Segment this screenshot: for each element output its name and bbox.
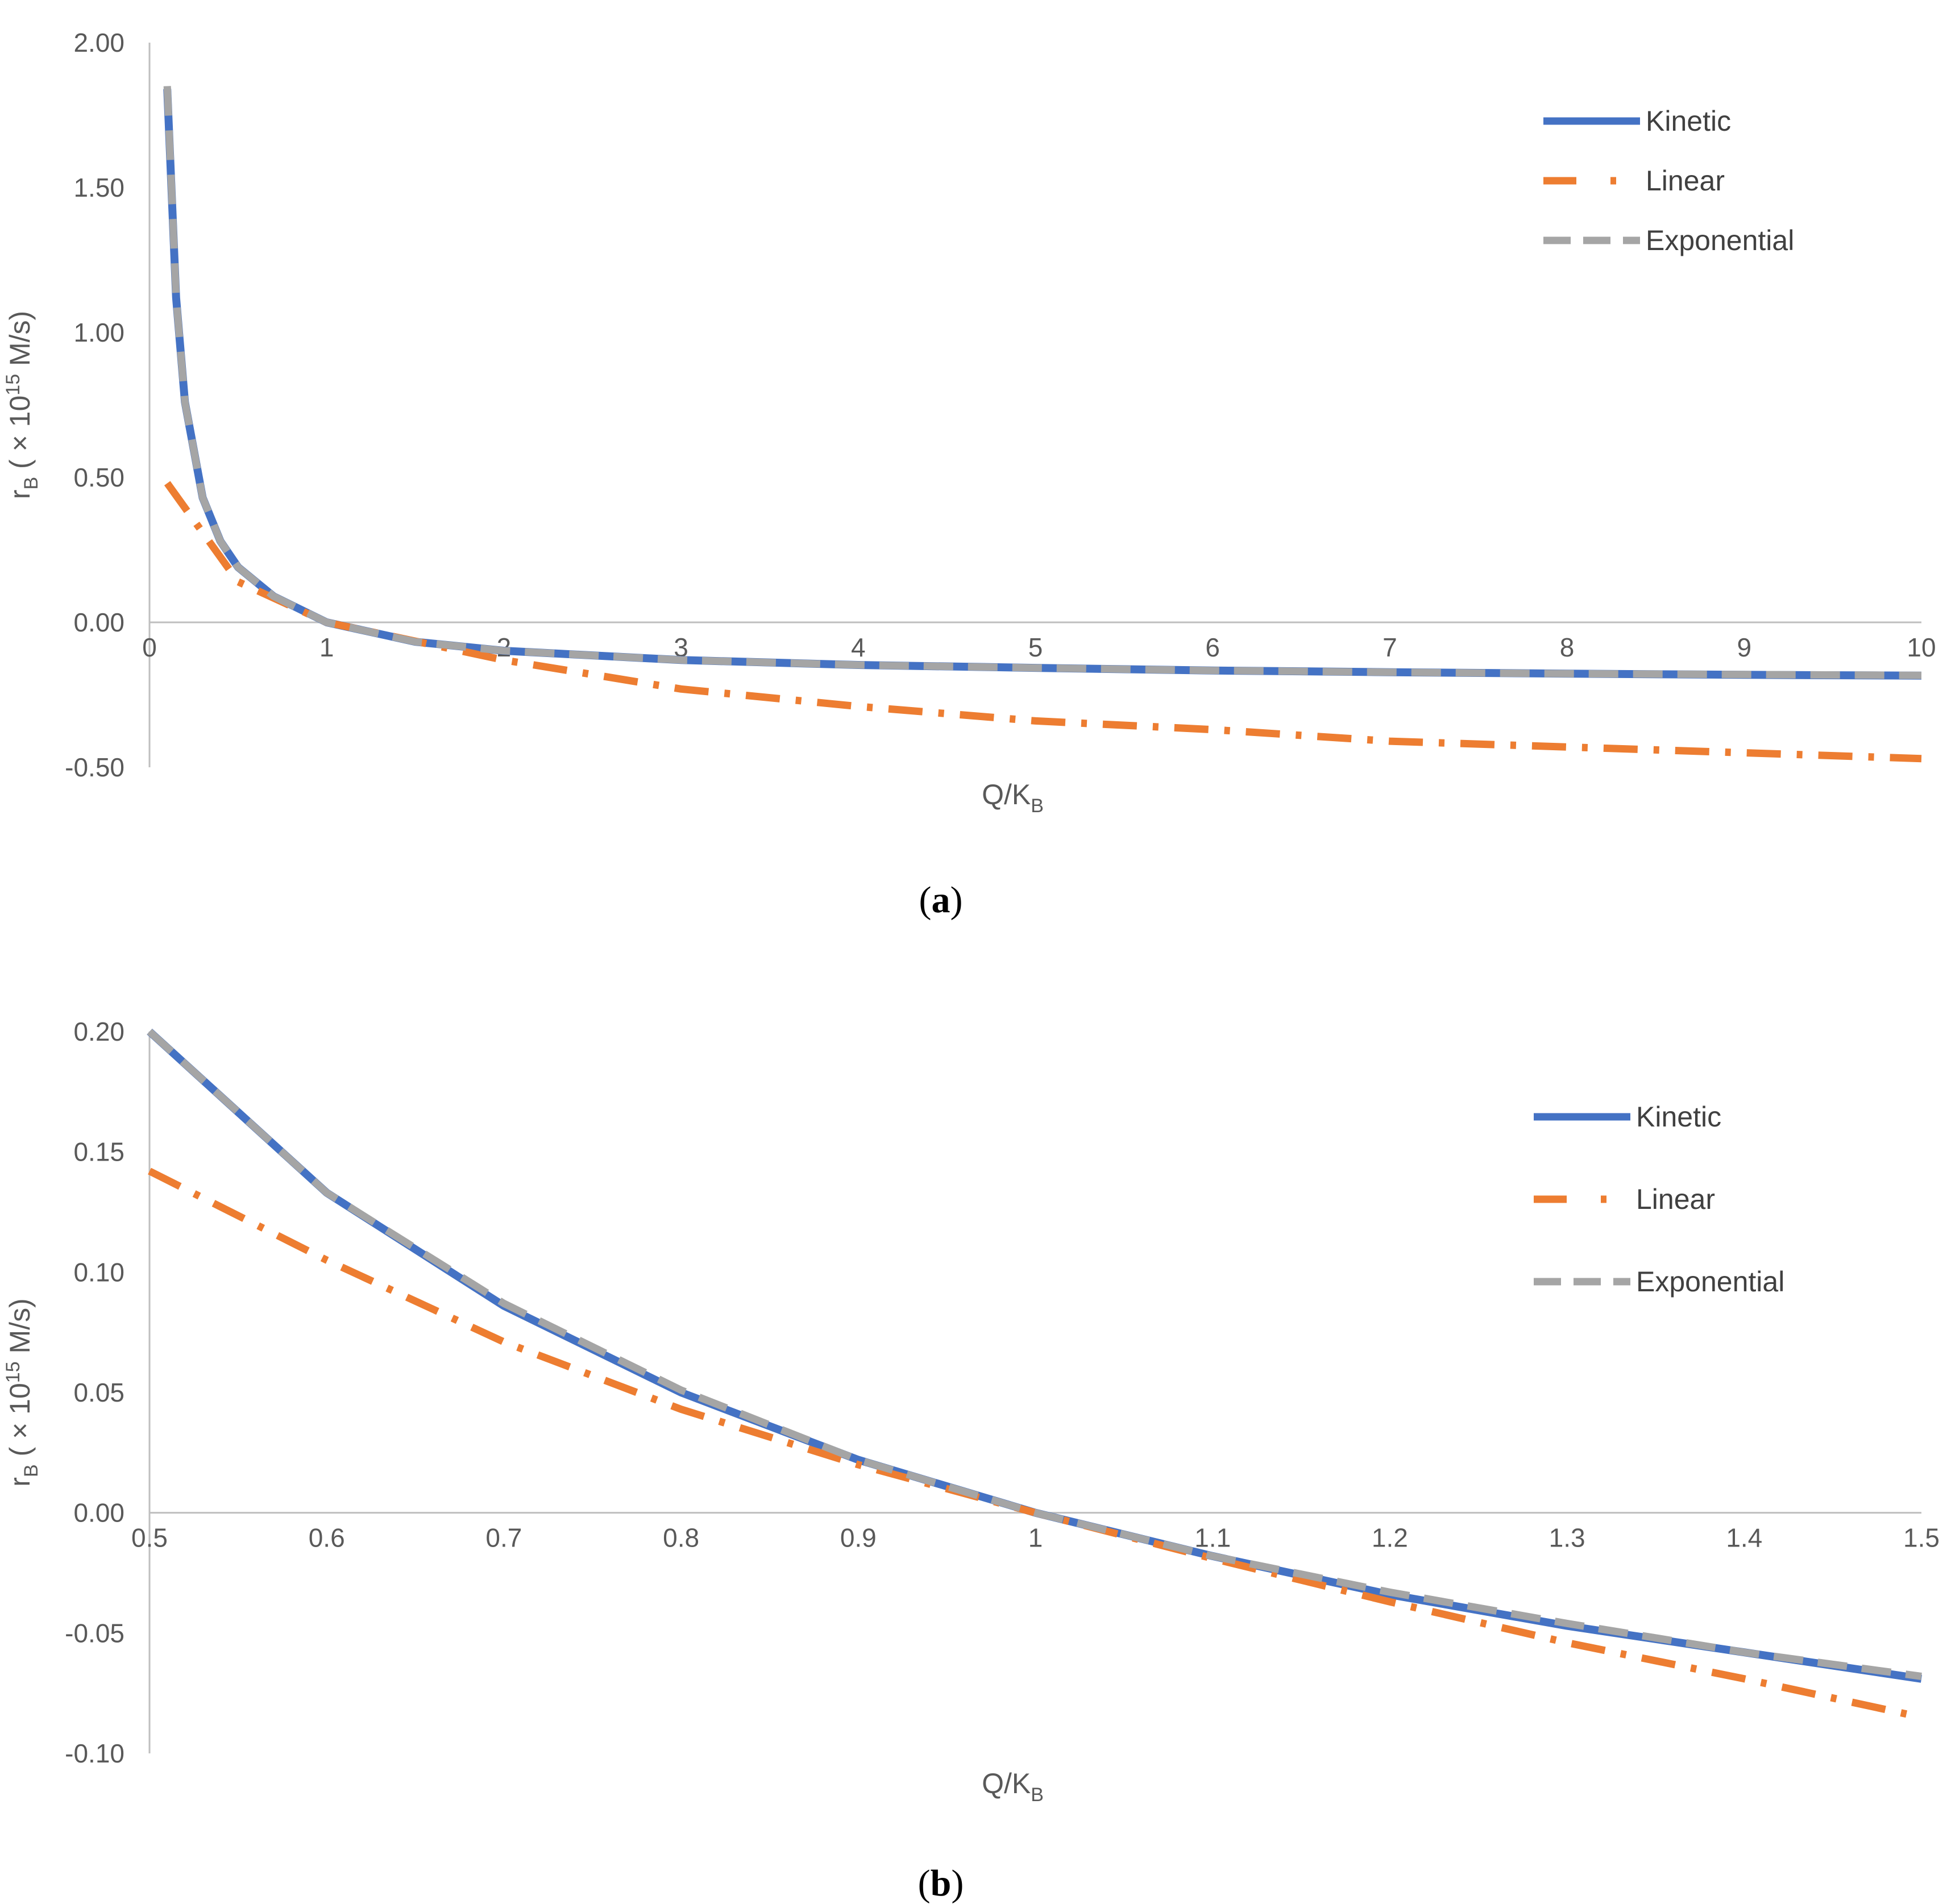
- series-line-linear: [164, 481, 1922, 763]
- x-tick-label: 1: [319, 633, 334, 662]
- x-tick-label: 7: [1383, 633, 1397, 662]
- y-tick-label: 0.10: [73, 1257, 124, 1287]
- caption-b: (b): [918, 1863, 964, 1904]
- x-tick-label: 8: [1560, 633, 1575, 662]
- y-tick-label: 1.50: [73, 173, 124, 202]
- x-tick-label: 1.1: [1194, 1523, 1231, 1553]
- x-tick-label: 1.4: [1726, 1523, 1762, 1553]
- chart-b: 0.20 0.15 0.10 0.05 0.00 -0.05 -0.10 0.5 0.6 0.7 0…: [2, 1017, 1940, 1904]
- x-tick-label: 0.8: [663, 1523, 699, 1553]
- legend-label-exponential: Exponential: [1646, 225, 1794, 256]
- y-tick-label: 0.00: [73, 1498, 124, 1528]
- y-axis-title: rB ( × 1015 M/s): [2, 1298, 42, 1486]
- y-axis-title: rB ( × 1015 M/s): [2, 311, 42, 499]
- x-tick-label: 0.5: [131, 1523, 168, 1553]
- x-axis-title: Q/KB: [982, 779, 1044, 817]
- y-tick-label: -0.05: [65, 1618, 124, 1648]
- x-tick-label: 1.3: [1549, 1523, 1585, 1553]
- legend-label-exponential: Exponential: [1636, 1266, 1784, 1298]
- x-tick-label: 4: [851, 633, 866, 662]
- x-tick-label: 0.6: [309, 1523, 345, 1553]
- x-tick-label: 0: [142, 633, 157, 662]
- y-tick-label: 0.05: [73, 1378, 124, 1407]
- chart-a: 2.001.501.000.500.00-0.500 1 2 3 4 5 6 7 8 9 10Kin…: [2, 28, 1936, 921]
- y-tick-label: 1.00: [73, 318, 124, 347]
- y-tick-label: 0.20: [73, 1017, 124, 1046]
- x-tick-label: 10: [1907, 633, 1936, 662]
- y-tick-label: 2.00: [73, 28, 124, 57]
- legend-label-linear: Linear: [1646, 165, 1725, 197]
- y-tick-label: 0.15: [73, 1137, 124, 1167]
- series-line-exponential: [147, 1029, 1922, 1680]
- x-tick-label: 1.2: [1372, 1523, 1408, 1553]
- x-tick-label: 0.7: [485, 1523, 522, 1553]
- x-tick-label: 6: [1205, 633, 1220, 662]
- legend-label-kinetic: Kinetic: [1646, 105, 1731, 137]
- y-tick-label: 0.00: [73, 608, 124, 637]
- x-tick-label: 1.5: [1903, 1523, 1940, 1553]
- legend-label-linear: Linear: [1636, 1183, 1715, 1215]
- caption-a: (a): [919, 879, 963, 921]
- y-tick-label: 0.50: [73, 463, 124, 492]
- x-tick-label: 0.9: [840, 1523, 877, 1553]
- y-tick-label: -0.50: [65, 753, 124, 782]
- x-tick-label: 1: [1028, 1523, 1043, 1553]
- y-tick-label: -0.10: [65, 1739, 124, 1768]
- x-axis-title: Q/KB: [982, 1768, 1044, 1806]
- x-tick-label: 5: [1028, 633, 1043, 662]
- x-tick-label: 9: [1737, 633, 1752, 662]
- legend-label-kinetic: Kinetic: [1636, 1101, 1721, 1133]
- series-line-exponential: [163, 86, 1922, 679]
